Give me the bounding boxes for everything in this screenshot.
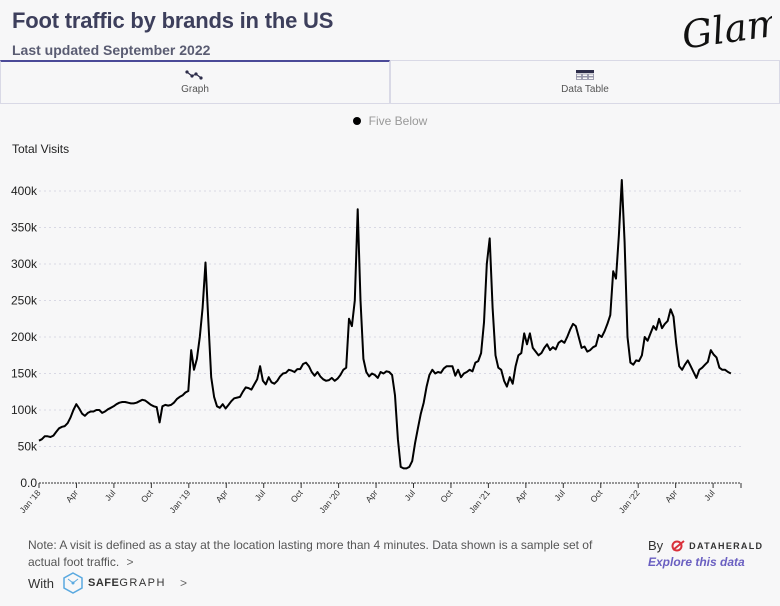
x-tick-label: Jul bbox=[103, 488, 118, 503]
with-label: With bbox=[28, 575, 54, 591]
x-tick-label: Jul bbox=[253, 488, 268, 503]
y-tick-label: 300k bbox=[11, 257, 38, 271]
x-tick-label: Oct bbox=[438, 487, 455, 504]
y-tick-label: 50k bbox=[18, 440, 38, 454]
explore-data-link[interactable]: Explore this data bbox=[648, 555, 745, 569]
x-tick-label: Apr bbox=[663, 488, 679, 505]
x-tick-label: Apr bbox=[214, 488, 230, 505]
y-tick-label: 150k bbox=[11, 367, 38, 381]
x-tick-label: Jul bbox=[402, 488, 417, 503]
safegraph-name: SAFEGRAPH bbox=[88, 577, 166, 589]
with-chevron-icon: > bbox=[179, 576, 187, 590]
y-axis-title: Total Visits bbox=[12, 142, 70, 156]
y-axis: 0.0 50k 100k 150k 200k 250k 300k 350k 400k bbox=[11, 184, 38, 490]
glam-logo: Glam bbox=[679, 2, 772, 58]
dataherald-credit: By DATAHERALD bbox=[648, 538, 763, 553]
view-tabs: Graph Data Table bbox=[0, 60, 780, 104]
x-tick-label: Apr bbox=[513, 488, 529, 505]
tab-data-table[interactable]: Data Table bbox=[390, 60, 780, 104]
tab-graph[interactable]: Graph bbox=[0, 60, 390, 104]
y-tick-label: 100k bbox=[11, 403, 38, 417]
y-tick-label: 400k bbox=[11, 184, 38, 198]
safegraph-logo-icon bbox=[63, 572, 83, 594]
x-tick-label: Oct bbox=[588, 487, 605, 504]
y-tick-label: 350k bbox=[11, 221, 38, 235]
line-graph-icon bbox=[185, 70, 203, 80]
last-updated-subtitle: Last updated September 2022 bbox=[12, 42, 211, 58]
footer-note: Note: A visit is defined as a stay at th… bbox=[28, 537, 618, 571]
legend-label: Five Below bbox=[368, 114, 428, 128]
series-line-five-below[interactable] bbox=[38, 179, 732, 470]
table-icon bbox=[576, 69, 594, 80]
y-tick-label: 200k bbox=[11, 330, 38, 344]
legend-marker bbox=[352, 116, 361, 125]
x-tick-label: Jul bbox=[552, 488, 567, 503]
grid-lines bbox=[39, 190, 741, 447]
y-tick-label: 0.0 bbox=[20, 476, 37, 490]
note-chevron-icon[interactable]: > bbox=[126, 555, 134, 569]
x-tick-label: Jan '19 bbox=[167, 488, 192, 515]
svg-text:Glam: Glam bbox=[679, 2, 772, 58]
by-label: By bbox=[648, 538, 664, 553]
dataherald-logo-icon bbox=[671, 539, 685, 551]
x-tick-label: Jan '21 bbox=[467, 488, 492, 515]
tab-data-table-label: Data Table bbox=[561, 83, 609, 95]
x-tick-label: Oct bbox=[139, 487, 156, 504]
y-tick-label: 250k bbox=[11, 294, 38, 308]
safegraph-credit[interactable]: With SAFEGRAPH > bbox=[28, 572, 187, 594]
x-tick-label: Jan '22 bbox=[617, 488, 642, 515]
page-title: Foot traffic by brands in the US bbox=[12, 8, 334, 33]
line-chart: 0.0 50k 100k 150k 200k 250k 300k 350k 400k Jan '… bbox=[11, 179, 742, 515]
x-tick-label: Oct bbox=[289, 487, 306, 504]
x-tick-label: Jan '20 bbox=[317, 488, 342, 515]
x-tick-label: Jan '18 bbox=[17, 488, 42, 515]
chart-legend[interactable]: Five Below bbox=[0, 114, 780, 128]
note-text: Note: A visit is defined as a stay at th… bbox=[28, 538, 593, 569]
x-tick-label: Apr bbox=[64, 488, 80, 505]
x-axis: Jan '18 Apr Jul Oct Jan '19 Apr Jul Oct Jan '20 A… bbox=[17, 482, 742, 515]
dataherald-name: DATAHERALD bbox=[689, 540, 764, 551]
x-tick-label: Apr bbox=[363, 488, 379, 505]
tab-graph-label: Graph bbox=[181, 84, 209, 95]
x-tick-label: Jul bbox=[702, 488, 717, 503]
